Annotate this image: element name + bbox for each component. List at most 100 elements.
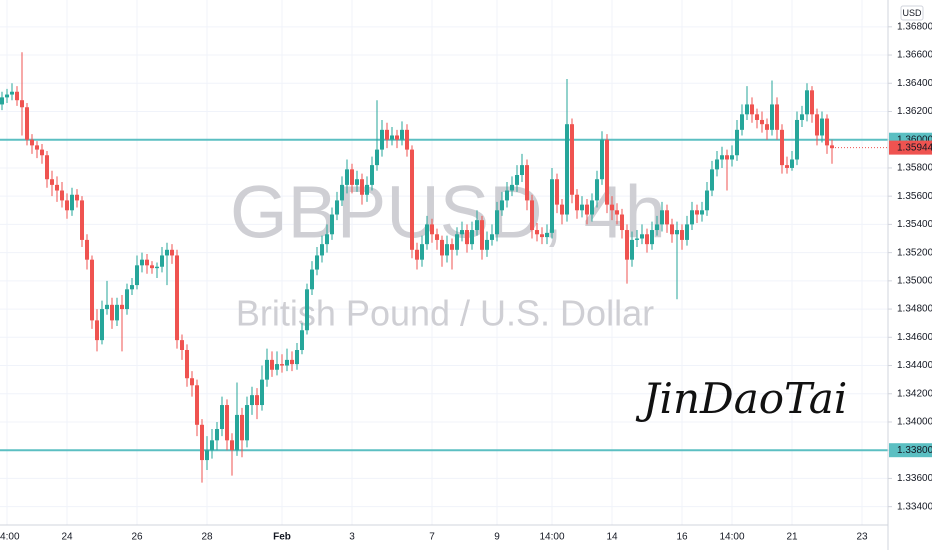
candle-body <box>610 204 614 211</box>
y-tick-label: 1.36800 <box>897 21 932 32</box>
candle-body <box>185 350 189 379</box>
candle-body <box>745 104 749 115</box>
candle-body <box>720 155 724 160</box>
candle-body <box>110 304 114 321</box>
candle-body <box>315 255 319 270</box>
candle-body <box>795 119 799 160</box>
candle-body <box>595 179 599 201</box>
candle-body <box>820 118 824 136</box>
candle-body <box>545 232 549 238</box>
candle-body <box>150 265 154 269</box>
x-tick-label: 16 <box>676 532 688 543</box>
candle-body <box>115 304 119 321</box>
candle-body <box>645 234 649 245</box>
candle-body <box>390 135 394 140</box>
candle-body <box>345 169 349 185</box>
x-tick-label: 24 <box>61 532 73 543</box>
candle-body <box>155 266 159 269</box>
y-tick-label: 1.35200 <box>897 247 932 258</box>
candle-body <box>485 239 489 250</box>
candle-body <box>365 184 369 195</box>
candle-body <box>205 450 209 461</box>
candle-body <box>500 200 504 211</box>
candle-body <box>210 440 214 451</box>
candle-body <box>410 149 414 250</box>
candle-body <box>400 129 404 140</box>
candle-body <box>445 244 449 256</box>
candle-body <box>240 414 244 441</box>
candle-body <box>700 210 704 215</box>
candle-body <box>715 159 719 170</box>
candle-body <box>585 204 589 215</box>
candle-body <box>755 114 759 120</box>
candle-body <box>160 255 164 267</box>
y-tick-label: 1.33400 <box>897 501 932 512</box>
candle-body <box>780 129 784 166</box>
candle-body <box>45 155 49 180</box>
candle-body <box>300 330 304 350</box>
candle-body <box>250 395 254 406</box>
candle-body <box>245 405 249 441</box>
currency-box[interactable] <box>900 5 924 21</box>
candle-body <box>570 124 574 195</box>
candle-body <box>590 200 594 215</box>
candle-body <box>735 129 739 156</box>
y-tick-label: 1.34600 <box>897 332 932 343</box>
candle-body <box>380 129 384 150</box>
x-tick-label: 23 <box>856 532 868 543</box>
candle-body <box>515 175 519 185</box>
last-price-label: 1.35944 <box>897 142 932 153</box>
y-tick-label: 1.36600 <box>897 50 932 61</box>
candle-body <box>470 230 474 245</box>
candle-body <box>335 200 339 215</box>
candle-body <box>460 230 464 235</box>
y-tick-label: 1.35600 <box>897 191 932 202</box>
candle-body <box>130 285 134 290</box>
level-label: 1.33800 <box>897 445 932 456</box>
y-tick-label: 1.33600 <box>897 473 932 484</box>
candle-body <box>520 165 524 175</box>
candles <box>0 52 834 483</box>
y-tick-label: 1.35400 <box>897 219 932 230</box>
candle-body <box>740 114 744 130</box>
candle-body <box>495 210 499 235</box>
candle-body <box>685 224 689 240</box>
candle-body <box>50 179 54 185</box>
candle-body <box>565 124 569 215</box>
candle-body <box>235 414 239 451</box>
candle-body <box>490 234 494 240</box>
y-tick-label: 1.34400 <box>897 360 932 371</box>
candle-body <box>525 165 529 201</box>
candle-body <box>285 359 289 366</box>
candle-body <box>70 194 74 211</box>
level-label: 1.36000 <box>897 134 932 145</box>
candle-body <box>560 204 564 215</box>
candle-body <box>325 234 329 245</box>
candle-body <box>415 249 419 260</box>
candle-body <box>270 359 274 370</box>
candle-body <box>310 269 314 290</box>
candle-body <box>330 214 334 235</box>
candle-body <box>260 379 264 406</box>
candle-body <box>0 97 4 105</box>
candle-body <box>320 244 324 256</box>
candle-body <box>510 184 514 191</box>
candle-body <box>85 239 89 260</box>
currency-label: USD <box>902 8 922 18</box>
candle-body <box>790 159 794 168</box>
candle-body <box>810 90 814 115</box>
candle-body <box>180 340 184 350</box>
candle-body <box>710 169 714 191</box>
candle-body <box>200 424 204 461</box>
candle-body <box>255 395 259 406</box>
candle-body <box>675 230 679 235</box>
candle-body <box>105 304 109 310</box>
candle-body <box>775 104 779 130</box>
candle-body <box>505 190 509 201</box>
candle-body <box>215 429 219 441</box>
candle-body <box>145 259 149 266</box>
candle-body <box>535 230 539 235</box>
y-tick-label: 1.34200 <box>897 388 932 399</box>
